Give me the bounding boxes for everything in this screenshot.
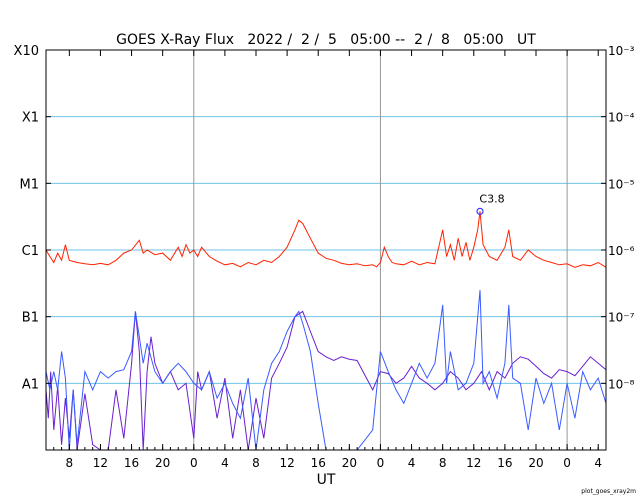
y-tick-label-left: A1 — [22, 377, 39, 392]
series-line-1 — [45, 211, 607, 268]
x-tick-label: 8 — [252, 456, 260, 470]
x-tick-label: 16 — [124, 456, 139, 470]
y-tick-label-right: 10⁻⁷ — [608, 311, 635, 325]
x-tick-label: 4 — [594, 456, 602, 470]
x-tick-label: 0 — [377, 456, 385, 470]
x-tick-label: 8 — [66, 456, 74, 470]
y-tick-label-left: B1 — [22, 311, 39, 326]
y-tick-label-left: X1 — [22, 111, 39, 126]
x-tick-label: 16 — [311, 456, 326, 470]
y-tick-label-right: 10⁻⁶ — [608, 244, 635, 258]
peak-marker — [476, 207, 484, 215]
y-tick-label-right: 10⁻⁴ — [608, 111, 635, 125]
x-tick-label: 4 — [408, 456, 416, 470]
y-tick-label-left: M1 — [20, 177, 40, 192]
y-tick-label-left: X10 — [14, 44, 39, 59]
y-tick-label-right: 10⁻³ — [608, 44, 635, 58]
y-tick-label-left: C1 — [22, 244, 39, 259]
x-tick-label: 8 — [439, 456, 447, 470]
x-tick-label: 4 — [221, 456, 229, 470]
x-axis-label: UT — [317, 472, 336, 488]
peak-annotation-label: C3.8 — [479, 192, 504, 205]
x-tick-label: 16 — [497, 456, 512, 470]
series-line-3 — [45, 290, 607, 451]
x-tick-label: 12 — [466, 456, 481, 470]
y-tick-label-right: 10⁻⁸ — [608, 377, 635, 391]
series-layer — [45, 211, 607, 451]
tick-layer — [46, 49, 606, 450]
x-tick-label: 0 — [563, 456, 571, 470]
chart-title: GOES X-Ray Flux 2022 / 2 / 5 05:00 -- 2 … — [116, 32, 536, 48]
x-tick-label: 0 — [190, 456, 198, 470]
x-tick-label: 12 — [279, 456, 294, 470]
x-tick-label: 20 — [155, 456, 170, 470]
series-line-2 — [45, 310, 607, 451]
x-tick-label: 12 — [93, 456, 108, 470]
footer-label: plot_goes_xray2m — [581, 488, 636, 495]
x-tick-label: 20 — [528, 456, 543, 470]
y-tick-label-right: 10⁻⁵ — [608, 177, 635, 191]
label-layer: 8 12 16 20 0 4 8 12 16 20 0 4 8 12 16 20 0 4 X10 10⁻³ X1 10⁻⁴… — [14, 44, 635, 470]
x-tick-label: 20 — [342, 456, 357, 470]
